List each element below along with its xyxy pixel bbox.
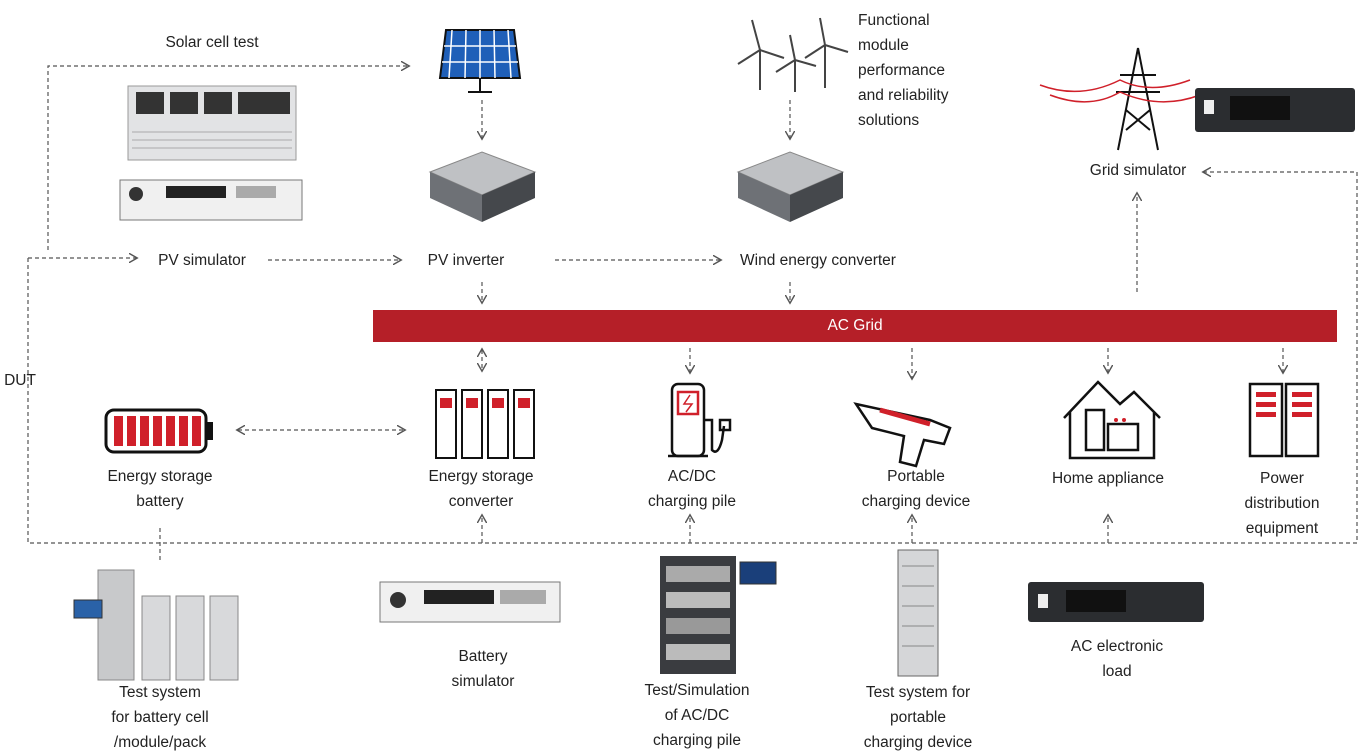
- label-line: load: [1017, 659, 1217, 684]
- label-line: distribution: [1182, 491, 1366, 516]
- label-line: DUT: [0, 368, 120, 393]
- label-line: simulator: [383, 669, 583, 694]
- label-line: battery: [60, 489, 260, 514]
- node-label: DUT: [0, 368, 120, 393]
- converter-icon: [436, 390, 534, 458]
- label-line: equipment: [1182, 516, 1366, 541]
- label-line: PV simulator: [102, 248, 302, 273]
- node-label: Grid simulator: [1038, 158, 1238, 183]
- label-line: Battery: [383, 644, 583, 669]
- label-line: Functional: [858, 8, 948, 33]
- label-line: Grid simulator: [1038, 158, 1238, 183]
- label-line: solutions: [858, 108, 948, 133]
- label-line: for battery cell: [60, 705, 260, 730]
- node-label: Solar cell test: [112, 30, 312, 55]
- label-line: charging device: [818, 730, 1018, 752]
- label-line: of AC/DC: [597, 703, 797, 728]
- label-line: Power: [1182, 466, 1366, 491]
- home-appliance-icon: [1064, 382, 1160, 458]
- diagram: AC Grid Solar cell testFunctionalmodulep…: [0, 0, 1366, 752]
- label-line: charging device: [816, 489, 1016, 514]
- label-line: Test system: [60, 680, 260, 705]
- label-line: charging pile: [597, 728, 797, 752]
- distribution-cabinet-icon: [1250, 384, 1318, 456]
- node-label: Home appliance: [1008, 466, 1208, 491]
- wind-turbines-icon: [738, 18, 848, 92]
- pv-simulator-devices: [120, 86, 302, 220]
- label-line: AC electronic: [1017, 634, 1217, 659]
- label-line: module: [858, 33, 948, 58]
- node-label: PV inverter: [366, 248, 566, 273]
- label-line: Home appliance: [1008, 466, 1208, 491]
- charging-pile-icon: [668, 384, 730, 456]
- label-line: AC/DC: [592, 464, 792, 489]
- battery-icon: [106, 410, 213, 452]
- label-line: performance: [858, 58, 948, 83]
- label-line: Test/Simulation: [597, 678, 797, 703]
- inverter-boxes: [430, 152, 843, 222]
- label-line: /module/pack: [60, 730, 260, 752]
- label-line: portable: [818, 705, 1018, 730]
- node-label: PV simulator: [102, 248, 302, 273]
- solar-panel-icon: [440, 30, 520, 92]
- label-line: Portable: [816, 464, 1016, 489]
- label-line: Solar cell test: [112, 30, 312, 55]
- label-line: and reliability: [858, 83, 948, 108]
- label-line: Energy storage: [381, 464, 581, 489]
- portable-charger-icon: [856, 404, 950, 466]
- label-line: Energy storage: [60, 464, 260, 489]
- label-line: converter: [381, 489, 581, 514]
- node-label: Wind energy converter: [718, 248, 918, 273]
- label-line: PV inverter: [366, 248, 566, 273]
- label-line: Wind energy converter: [718, 248, 918, 273]
- label-line: charging pile: [592, 489, 792, 514]
- label-line: Test system for: [818, 680, 1018, 705]
- grid-simulator-icons: [1040, 48, 1355, 150]
- ac-grid-bus: AC Grid: [373, 310, 1337, 342]
